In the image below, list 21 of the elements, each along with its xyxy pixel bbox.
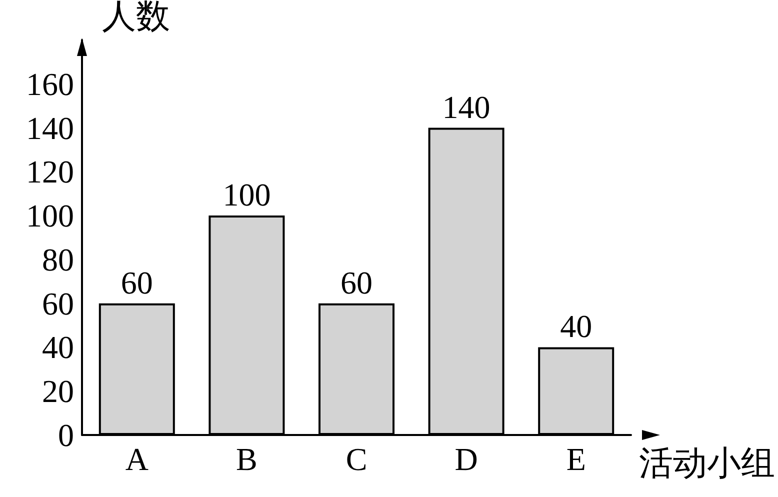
y-tick-label: 60 <box>42 285 74 322</box>
data-label: 40 <box>560 308 592 344</box>
y-tick-label: 120 <box>26 154 74 190</box>
y-tick-label: 0 <box>58 417 74 453</box>
x-tick-label: A <box>125 441 148 477</box>
y-tick-label: 40 <box>42 329 74 366</box>
y-axis-title: 人数 <box>102 0 170 36</box>
x-tick-label: D <box>454 441 478 477</box>
y-tick-label: 160 <box>26 66 74 102</box>
y-tick-label: 20 <box>42 373 74 410</box>
data-label: 140 <box>442 88 490 125</box>
x-tick-label: E <box>566 441 586 477</box>
y-tick-label: 100 <box>26 198 74 234</box>
data-label: 100 <box>222 176 271 213</box>
data-label: 60 <box>120 264 153 300</box>
x-tick-label: C <box>346 441 368 477</box>
data-label: 60 <box>340 264 372 300</box>
x-axis-title: 活动小组 <box>639 446 775 482</box>
x-tick-label: B <box>236 441 258 477</box>
y-tick-label: 80 <box>42 241 74 278</box>
y-tick-label: 140 <box>26 110 74 146</box>
